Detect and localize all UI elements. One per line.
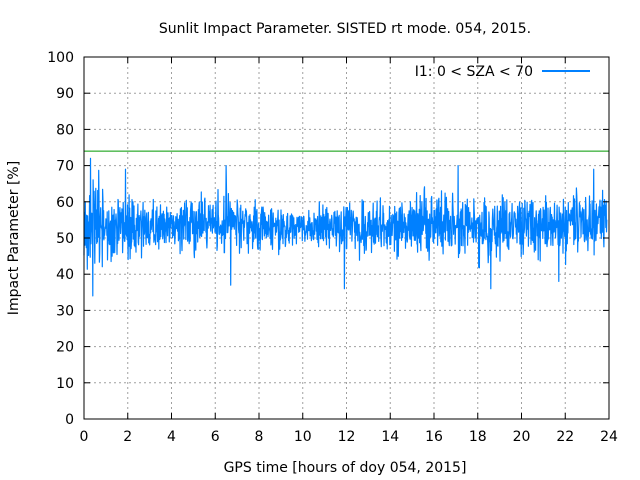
x-tick-label: 12: [338, 429, 356, 445]
y-tick-label: 40: [56, 267, 74, 283]
y-tick-label: 10: [56, 376, 74, 392]
axes: 0 2 4 6 8 10 12 14 16 18 20 22 240102030405060708090…: [47, 50, 618, 445]
x-tick-label: 16: [425, 429, 443, 445]
x-tick-label: 4: [167, 429, 176, 445]
x-tick-label: 14: [381, 429, 399, 445]
legend: I1: 0 < SZA < 70: [415, 64, 590, 80]
y-tick-label: 50: [56, 231, 74, 247]
x-tick-label: 8: [255, 429, 264, 445]
plot-area: [83, 150, 609, 297]
y-tick-label: 20: [56, 340, 74, 356]
x-tick-label: 2: [123, 429, 132, 445]
x-tick-label: 0: [80, 429, 89, 445]
y-tick-label: 60: [56, 195, 74, 211]
x-tick-label: 24: [600, 429, 618, 445]
series-line-i1: [83, 157, 608, 297]
y-tick-label: 30: [56, 303, 74, 319]
y-tick-label: 100: [47, 50, 74, 66]
y-tick-label: 90: [56, 86, 74, 102]
x-tick-label: 18: [469, 429, 487, 445]
x-tick-label: 22: [556, 429, 574, 445]
y-tick-label: 80: [56, 122, 74, 138]
x-tick-label: 10: [294, 429, 312, 445]
x-tick-label: 6: [211, 429, 220, 445]
x-tick-label: 20: [513, 429, 531, 445]
y-axis-title: Impact Parameter [%]: [6, 161, 22, 315]
y-tick-label: 0: [65, 412, 74, 428]
y-tick-label: 70: [56, 159, 74, 175]
x-axis-title: GPS time [hours of doy 054, 2015]: [224, 460, 467, 476]
legend-label: I1: 0 < SZA < 70: [415, 64, 533, 80]
chart-title: Sunlit Impact Parameter. SISTED rt mode.…: [159, 21, 531, 37]
